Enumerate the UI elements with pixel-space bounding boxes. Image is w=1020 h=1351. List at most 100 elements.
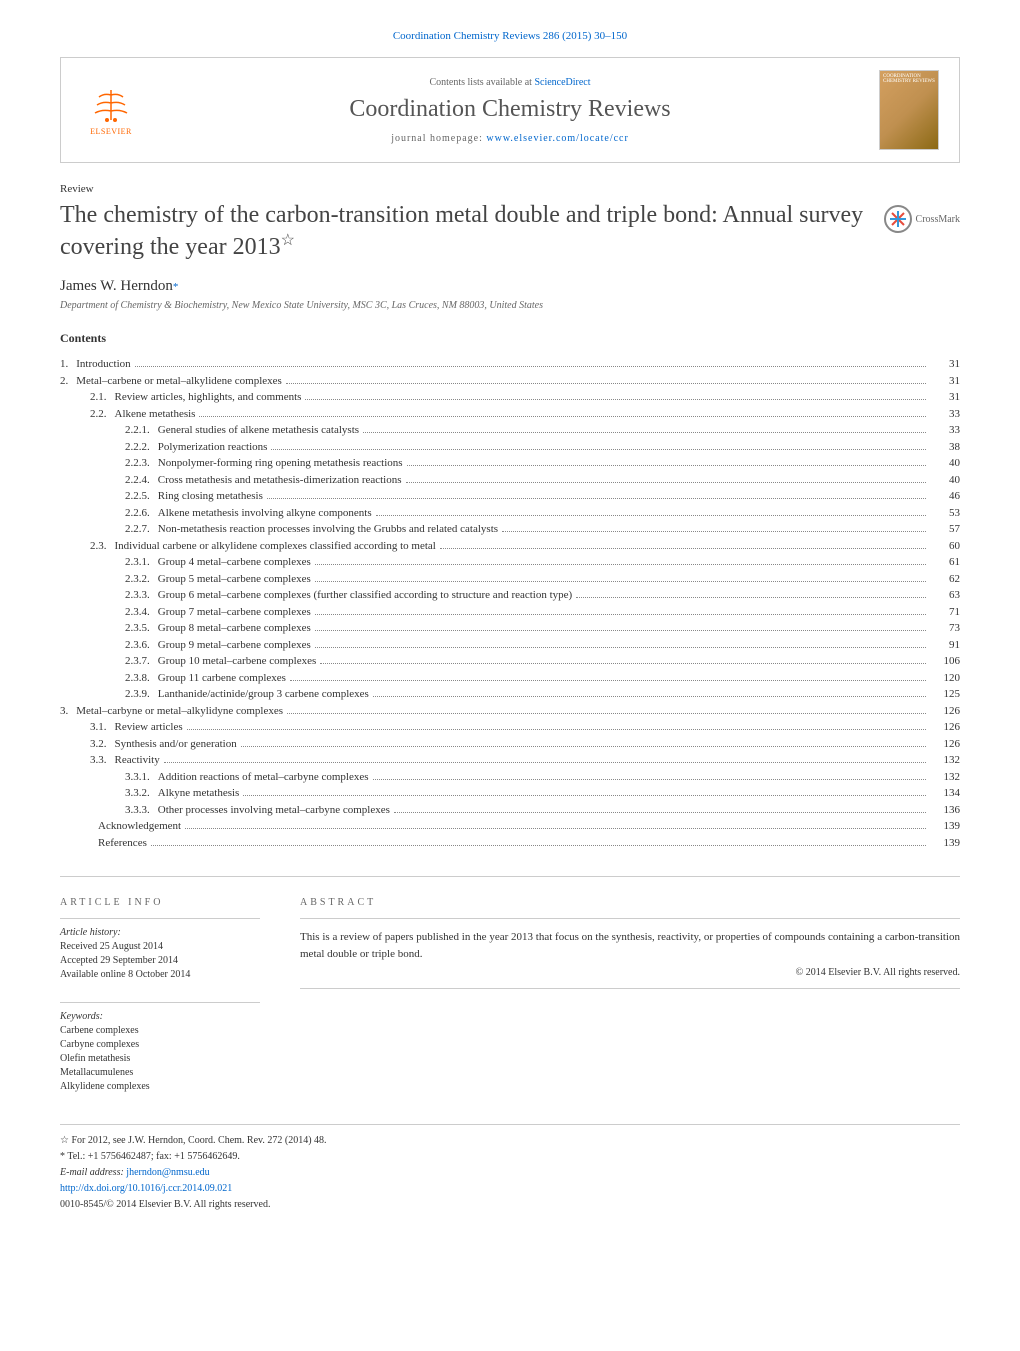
toc-entry[interactable]: 2.2.2.Polymerization reactions 38 xyxy=(60,439,960,456)
title-footnote-star: ☆ xyxy=(281,232,295,249)
toc-label: Other processes involving metal–carbyne … xyxy=(158,802,390,819)
author-text: James W. Herndon xyxy=(60,278,173,294)
toc-entry[interactable]: 1.Introduction31 xyxy=(60,356,960,373)
toc-page-number: 132 xyxy=(930,752,960,769)
toc-page-number: 120 xyxy=(930,670,960,687)
toc-entry[interactable]: 2.2.3.Nonpolymer-forming ring opening me… xyxy=(60,455,960,472)
toc-page-number: 134 xyxy=(930,785,960,802)
toc-entry[interactable]: 2.3.9.Lanthanide/actinide/group 3 carben… xyxy=(60,686,960,703)
toc-label: Group 6 metal–carbene complexes (further… xyxy=(158,587,572,604)
toc-label: Group 9 metal–carbene complexes xyxy=(158,637,311,654)
toc-entry[interactable]: 2.3.2.Group 5 metal–carbene complexes62 xyxy=(60,571,960,588)
toc-number: 2.3.1. xyxy=(125,554,158,571)
toc-entry[interactable]: 2.3.5.Group 8 metal–carbene complexes73 xyxy=(60,620,960,637)
toc-entry[interactable]: 2.3.6.Group 9 metal–carbene complexes91 xyxy=(60,637,960,654)
toc-entry[interactable]: 3.3.3.Other processes involving metal–ca… xyxy=(60,802,960,819)
toc-leader-dots xyxy=(135,366,926,367)
toc-page-number: 91 xyxy=(930,637,960,654)
issn-copyright: 0010-8545/© 2014 Elsevier B.V. All right… xyxy=(60,1197,960,1212)
toc-entry[interactable]: 2.2.1.General studies of alkene metathes… xyxy=(60,422,960,439)
contents-prefix: Contents lists available at xyxy=(429,77,534,88)
toc-number: 3.3.2. xyxy=(125,785,158,802)
toc-entry[interactable]: 3.1.Review articles126 xyxy=(60,719,960,736)
toc-entry[interactable]: 3.2.Synthesis and/or generation126 xyxy=(60,736,960,753)
toc-entry[interactable]: 2.2.4.Cross metathesis and metathesis-di… xyxy=(60,472,960,489)
crossmark-icon xyxy=(884,205,912,233)
sciencedirect-link[interactable]: ScienceDirect xyxy=(534,77,590,88)
toc-label: Alkyne metathesis xyxy=(158,785,240,802)
toc-page-number: 126 xyxy=(930,719,960,736)
title-row: The chemistry of the carbon-transition m… xyxy=(60,200,960,263)
toc-page-number: 71 xyxy=(930,604,960,621)
toc-label: Group 7 metal–carbene complexes xyxy=(158,604,311,621)
toc-leader-dots xyxy=(315,564,926,565)
toc-number: 3. xyxy=(60,703,76,720)
section-divider xyxy=(60,876,960,877)
toc-entry[interactable]: 2.3.3.Group 6 metal–carbene complexes (f… xyxy=(60,587,960,604)
keyword-item: Carbene complexes xyxy=(60,1024,260,1038)
toc-label: Nonpolymer-forming ring opening metathes… xyxy=(158,455,403,472)
abstract-divider xyxy=(300,918,960,919)
toc-entry[interactable]: 2.3.Individual carbene or alkylidene com… xyxy=(60,538,960,555)
toc-label: Metal–carbyne or metal–alkylidyne comple… xyxy=(76,703,283,720)
toc-entry[interactable]: 2.2.Alkene metathesis33 xyxy=(60,406,960,423)
toc-page-number: 31 xyxy=(930,389,960,406)
toc-number: 2.2. xyxy=(90,406,115,423)
toc-page-number: 126 xyxy=(930,736,960,753)
toc-leader-dots xyxy=(315,647,926,648)
toc-entry[interactable]: 3.Metal–carbyne or metal–alkylidyne comp… xyxy=(60,703,960,720)
toc-label: Addition reactions of metal–carbyne comp… xyxy=(158,769,369,786)
toc-number: 2.3.5. xyxy=(125,620,158,637)
article-info-column: ARTICLE INFO Article history: Received 2… xyxy=(60,897,260,1094)
toc-label: Non-metathesis reaction processes involv… xyxy=(158,521,498,538)
keyword-item: Metallacumulenes xyxy=(60,1066,260,1080)
elsevier-logo[interactable]: ELSEVIER xyxy=(81,85,141,136)
toc-entry[interactable]: 2.Metal–carbene or metal–alkylidene comp… xyxy=(60,373,960,390)
toc-entry[interactable]: References139 xyxy=(60,835,960,852)
toc-page-number: 106 xyxy=(930,653,960,670)
toc-leader-dots xyxy=(502,531,926,532)
toc-entry[interactable]: 2.2.5.Ring closing metathesis46 xyxy=(60,488,960,505)
toc-label: Group 4 metal–carbene complexes xyxy=(158,554,311,571)
article-title: The chemistry of the carbon-transition m… xyxy=(60,200,864,263)
toc-entry[interactable]: 2.1.Review articles, highlights, and com… xyxy=(60,389,960,406)
toc-label: Polymerization reactions xyxy=(158,439,268,456)
table-of-contents: 1.Introduction312.Metal–carbene or metal… xyxy=(60,356,960,851)
toc-entry[interactable]: 2.2.6.Alkene metathesis involving alkyne… xyxy=(60,505,960,522)
toc-leader-dots xyxy=(199,416,926,417)
toc-page-number: 73 xyxy=(930,620,960,637)
toc-entry[interactable]: 2.2.7.Non-metathesis reaction processes … xyxy=(60,521,960,538)
toc-entry[interactable]: 3.3.2.Alkyne metathesis 134 xyxy=(60,785,960,802)
footnote-contact: * Tel.: +1 5756462487; fax: +1 575646264… xyxy=(60,1149,960,1164)
doi-link[interactable]: http://dx.doi.org/10.1016/j.ccr.2014.09.… xyxy=(60,1183,232,1194)
homepage-link[interactable]: www.elsevier.com/locate/ccr xyxy=(486,133,628,144)
toc-leader-dots xyxy=(315,630,926,631)
toc-label: Alkene metathesis xyxy=(115,406,196,423)
toc-number: 2.2.2. xyxy=(125,439,158,456)
journal-cover-thumbnail[interactable]: COORDINATION CHEMISTRY REVIEWS xyxy=(879,70,939,150)
toc-entry[interactable]: 3.3.1.Addition reactions of metal–carbyn… xyxy=(60,769,960,786)
toc-page-number: 63 xyxy=(930,587,960,604)
corresponding-author-marker: * xyxy=(173,281,179,293)
toc-leader-dots xyxy=(440,548,926,549)
toc-number: 2.3.3. xyxy=(125,587,158,604)
toc-entry[interactable]: 2.3.4.Group 7 metal–carbene complexes71 xyxy=(60,604,960,621)
abstract-copyright: © 2014 Elsevier B.V. All rights reserved… xyxy=(300,967,960,978)
toc-number: 2.2.4. xyxy=(125,472,158,489)
article-info-heading: ARTICLE INFO xyxy=(60,897,260,908)
toc-number: 3.2. xyxy=(90,736,115,753)
toc-label: Cross metathesis and metathesis-dimeriza… xyxy=(158,472,402,489)
toc-entry[interactable]: 2.3.7.Group 10 metal–carbene complexes10… xyxy=(60,653,960,670)
history-item: Accepted 29 September 2014 xyxy=(60,954,260,968)
toc-page-number: 38 xyxy=(930,439,960,456)
email-link[interactable]: jherndon@nmsu.edu xyxy=(126,1167,209,1178)
toc-number: 2.2.1. xyxy=(125,422,158,439)
toc-entry[interactable]: 2.3.1.Group 4 metal–carbene complexes61 xyxy=(60,554,960,571)
toc-entry[interactable]: 2.3.8.Group 11 carbene complexes120 xyxy=(60,670,960,687)
keyword-item: Alkylidene complexes xyxy=(60,1080,260,1094)
toc-entry[interactable]: Acknowledgement139 xyxy=(60,818,960,835)
toc-entry[interactable]: 3.3.Reactivity132 xyxy=(60,752,960,769)
crossmark-badge[interactable]: CrossMark xyxy=(884,205,960,233)
toc-label: Reactivity xyxy=(115,752,160,769)
toc-number: 3.1. xyxy=(90,719,115,736)
